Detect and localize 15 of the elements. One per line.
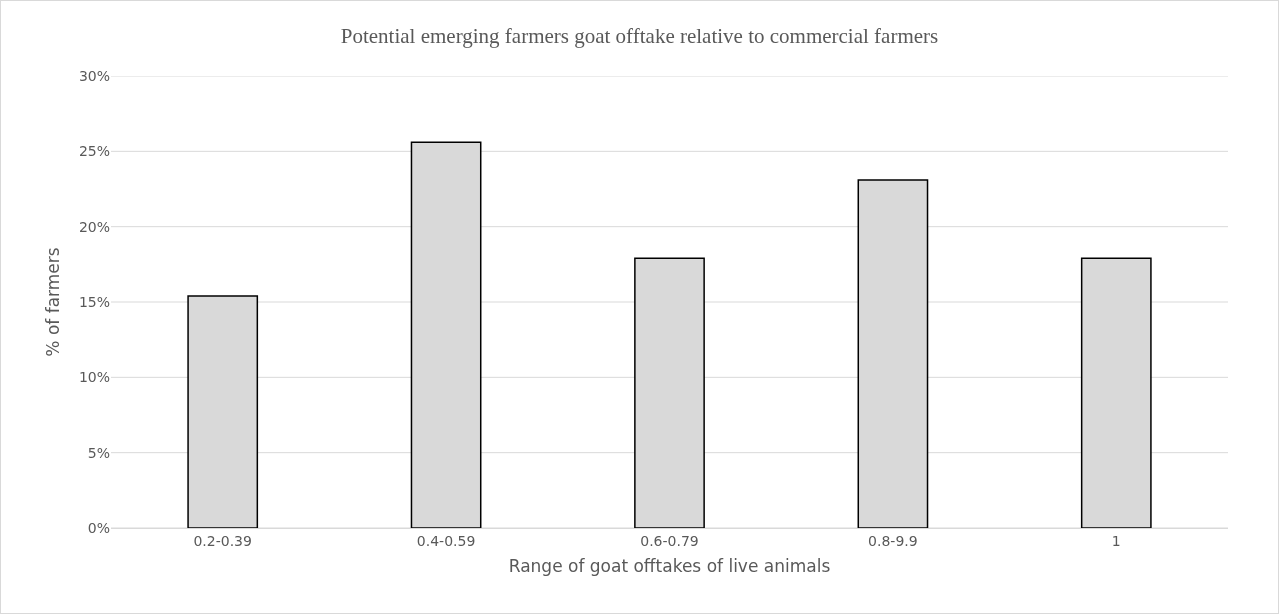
y-tick-label: 5%	[87, 444, 110, 461]
chart-title: Potential emerging farmers goat offtake relative to commercial farmers	[340, 24, 939, 49]
x-tick-label: 0.2-0.39	[193, 532, 252, 549]
x-tick-label: 0.4-0.59	[416, 532, 476, 549]
y-tick-label: 15%	[78, 293, 110, 310]
x-tick-label: 1	[1111, 532, 1121, 549]
y-tick-label: 20%	[78, 218, 110, 235]
x-tick-label: 0.6-0.79	[640, 532, 699, 549]
y-tick-label: 10%	[78, 369, 110, 386]
y-tick-label: 30%	[78, 67, 110, 84]
y-tick-label: 0%	[87, 519, 110, 536]
x-tick-label: 0.8-9.9	[868, 532, 918, 549]
y-axis-title: % of farmers	[43, 247, 64, 357]
x-axis-title: Range of goat offtakes of live animals	[508, 556, 831, 577]
y-tick-label: 25%	[78, 143, 110, 160]
